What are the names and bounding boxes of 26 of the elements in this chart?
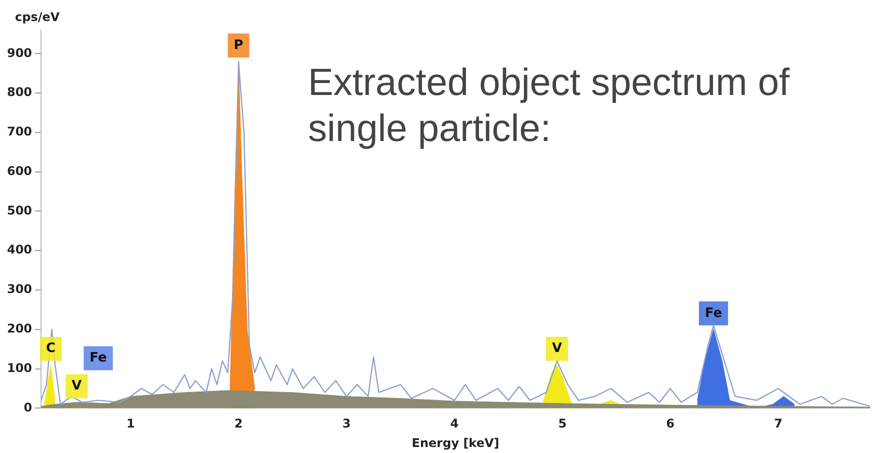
y-tick-label: 700 <box>6 124 32 139</box>
y-tick-label: 300 <box>6 282 32 296</box>
y-tick-label: 900 <box>6 46 32 60</box>
series-label: Fe <box>704 306 722 321</box>
x-tick-label: 5 <box>558 416 567 431</box>
series-label: C <box>46 341 56 356</box>
text: Fe <box>90 350 108 366</box>
y-tick-label: 200 <box>6 322 32 336</box>
y-axis-title: cps/eV <box>15 10 60 24</box>
y-tick-label: 800 <box>6 85 32 100</box>
annotation: Extracted object spectrum of single particle: <box>308 61 791 152</box>
series-label: V <box>552 341 562 356</box>
series-label: P <box>234 38 244 53</box>
x-tick-label: 7 <box>774 416 782 431</box>
series-label: V <box>72 378 82 394</box>
x-tick-label: 3 <box>342 416 351 431</box>
x-tick-label: 4 <box>450 416 459 431</box>
x-tick-label: 1 <box>126 416 135 431</box>
y-tick-label: 100 <box>6 360 32 375</box>
y-tick-label: 0 <box>24 400 32 414</box>
y-tick-label: 500 <box>6 203 32 218</box>
y-tick-label: 400 <box>6 242 32 257</box>
y-tick-label: 600 <box>6 164 32 178</box>
x-tick-label: 2 <box>234 416 243 431</box>
x-tick-label: 6 <box>666 416 674 431</box>
x-axis-title: Energy [keV] <box>412 436 500 450</box>
